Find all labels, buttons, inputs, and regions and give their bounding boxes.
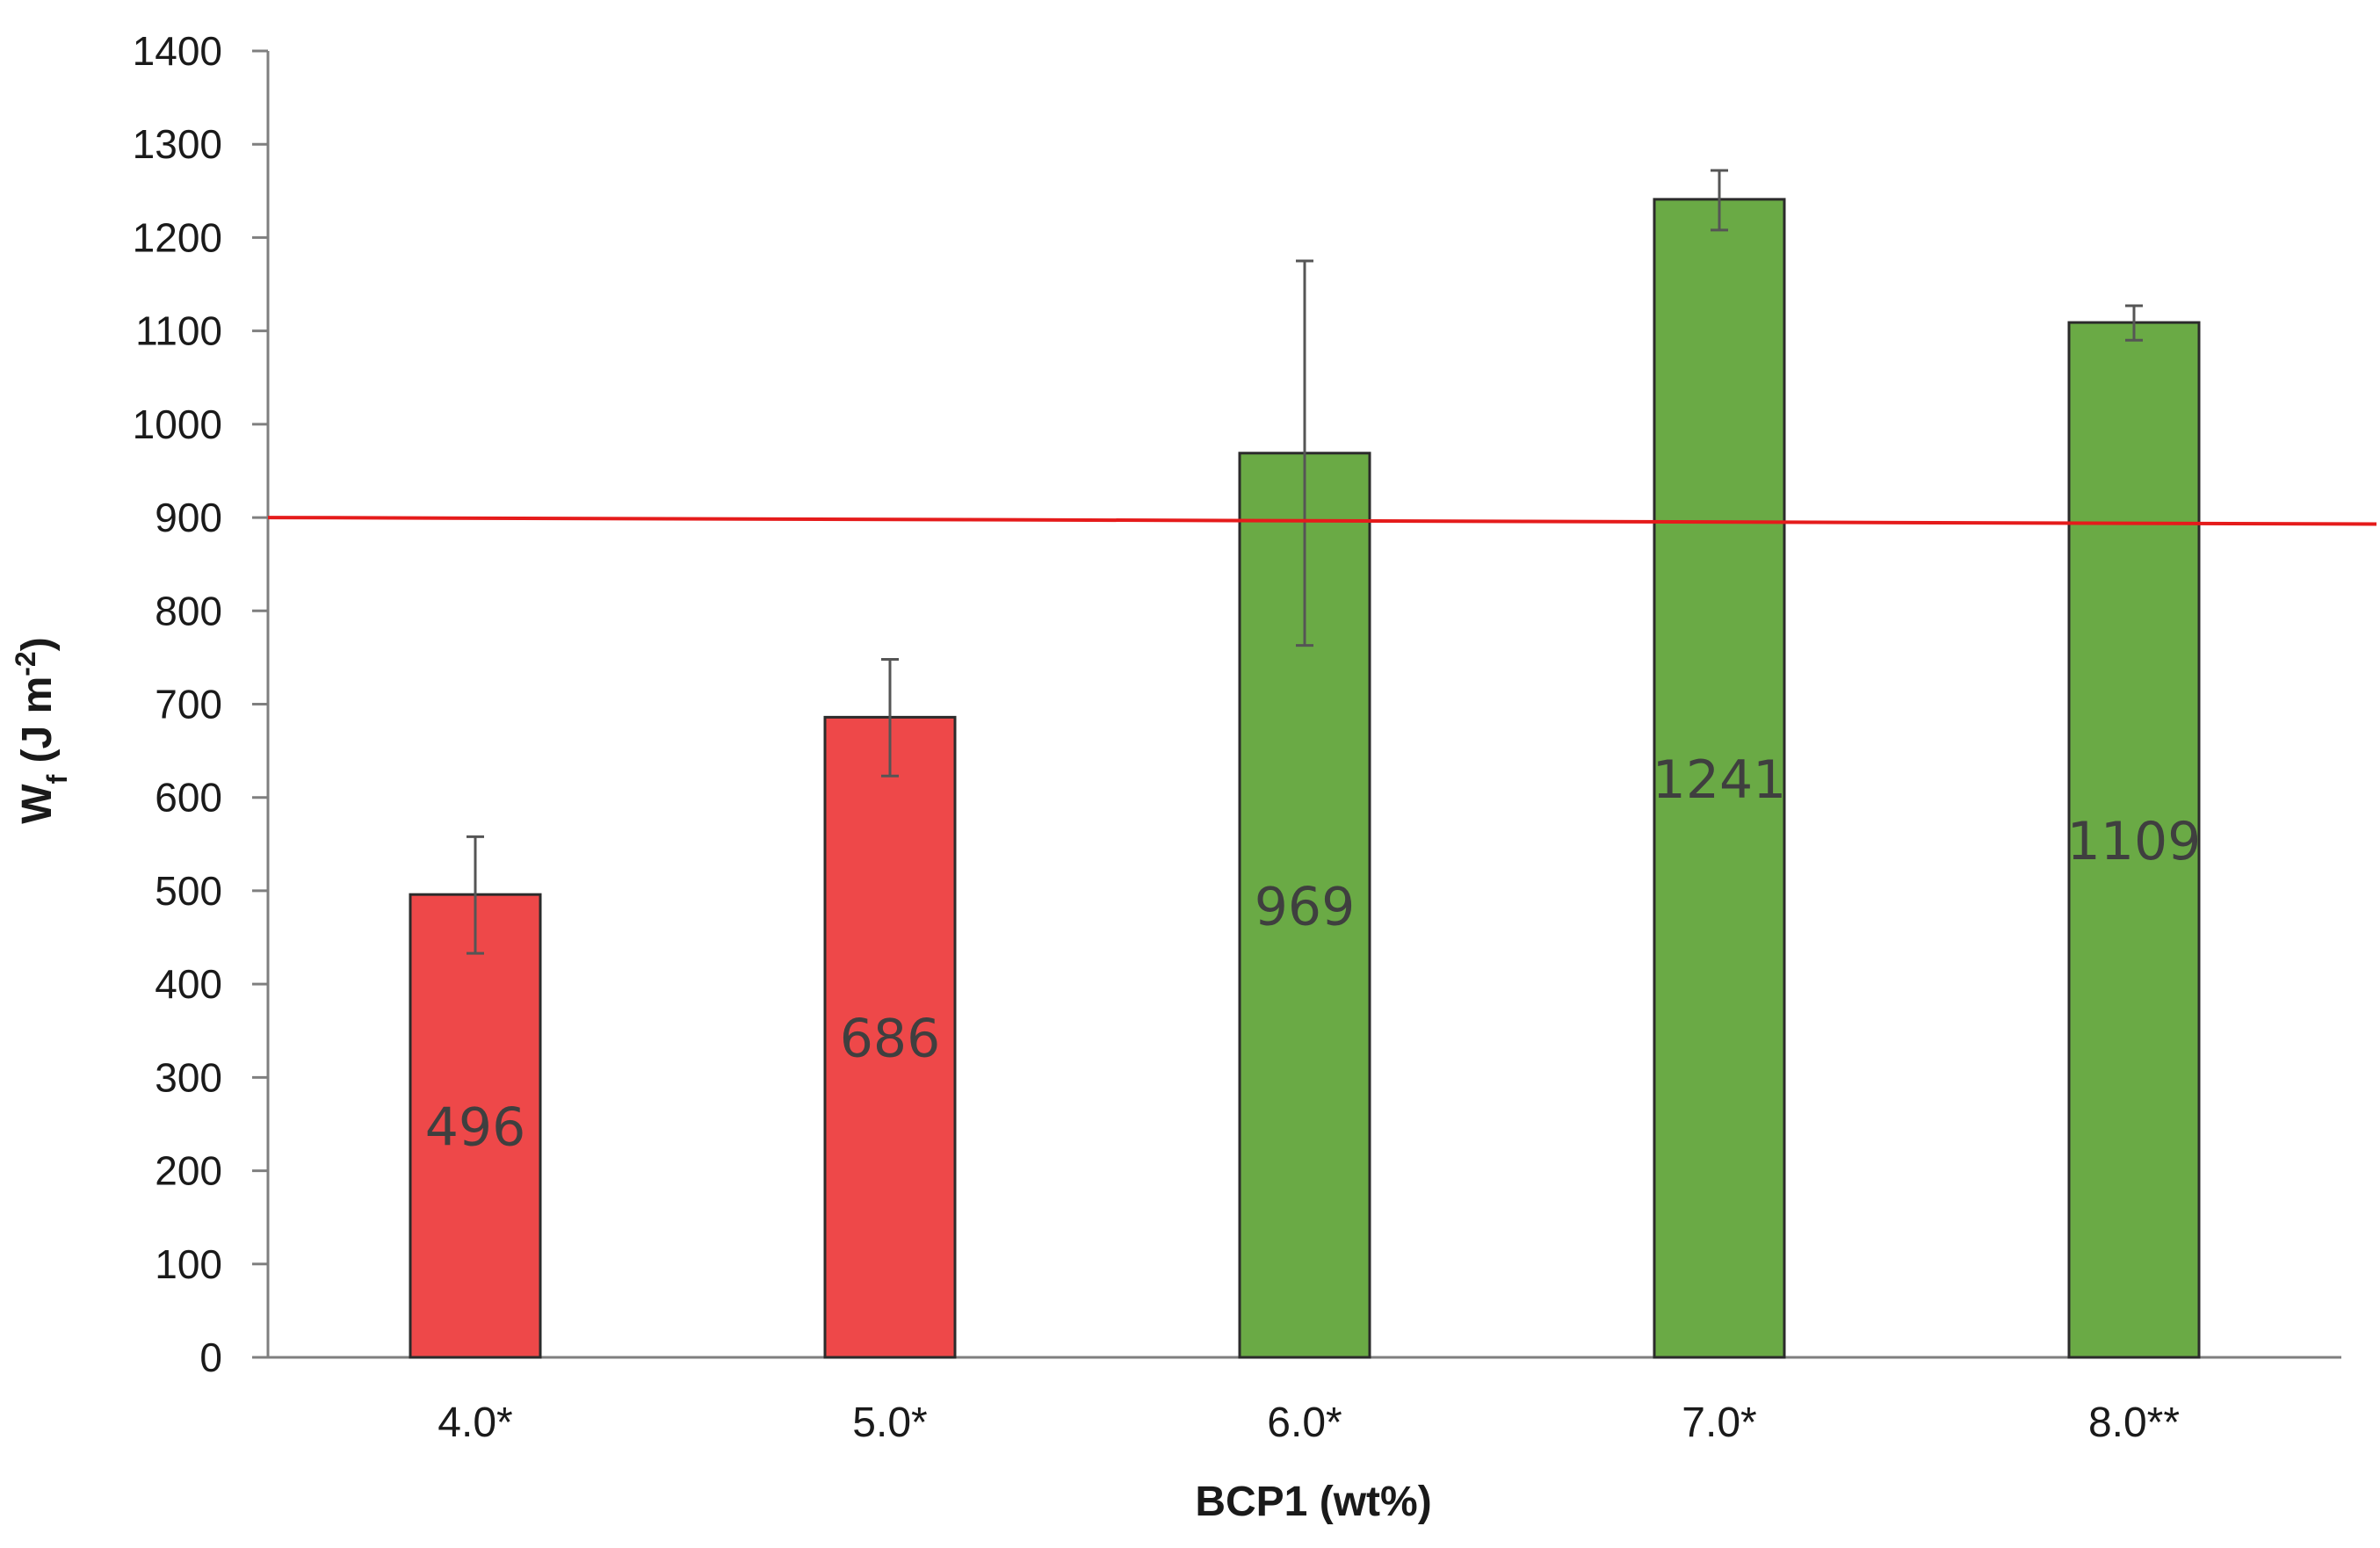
data-label: 686 [840,1009,941,1070]
y-tick-label: 1100 [135,308,222,354]
data-label: 496 [425,1097,526,1159]
y-tick-label: 0 [199,1335,222,1380]
x-tick-label: 5.0* [852,1400,927,1446]
x-tick-label: 6.0* [1267,1400,1342,1446]
bars [409,198,2201,1359]
data-labels: 496 686 969 1241 1109 [425,749,2202,1159]
bar [2067,321,2201,1359]
y-axis-title-main: W [14,784,61,824]
y-tick-label: 1400 [133,28,222,74]
x-axis: 4.0* 5.0* 6.0* 7.0* 8.0** [252,1356,2341,1446]
data-label: 1109 [2067,811,2202,872]
bar [1653,198,1786,1359]
x-tick-label: 8.0** [2088,1400,2180,1446]
y-tick-label: 400 [155,961,222,1007]
x-axis-title: BCP1 (wt%) [1195,1479,1431,1525]
data-label: 1241 [1653,749,1787,811]
bar [409,893,542,1359]
y-tick-label: 600 [155,775,222,821]
y-tick-label: 500 [155,868,222,914]
x-tick-label: 7.0* [1682,1400,1756,1446]
y-axis: 0 100 200 300 400 500 600 700 800 900 1000 1100 1200… [133,28,270,1380]
y-tick-label: 1000 [133,401,222,447]
y-axis-title-sub: f [41,774,73,784]
x-tick-label: 4.0* [438,1400,512,1446]
y-axis-title-unit-sup: -2 [10,651,41,676]
y-tick-label: 1200 [133,214,222,260]
y-tick-label: 300 [155,1054,222,1100]
y-tick-label: 700 [155,682,222,727]
reference-line [267,516,2377,526]
y-tick-label: 800 [155,588,222,633]
y-tick-label: 100 [155,1241,222,1287]
bar [823,715,957,1359]
y-axis-title: Wf (J m-2) [10,637,73,823]
y-tick-label: 1300 [133,121,222,167]
error-bars [467,169,2143,955]
y-axis-title-unit-close: ) [14,637,61,651]
y-tick-label: 200 [155,1148,222,1194]
reference-line-group [267,516,2377,526]
y-axis-title-unit: (J m [14,676,61,775]
y-tick-label: 900 [155,495,222,540]
data-label: 969 [1255,876,1356,937]
